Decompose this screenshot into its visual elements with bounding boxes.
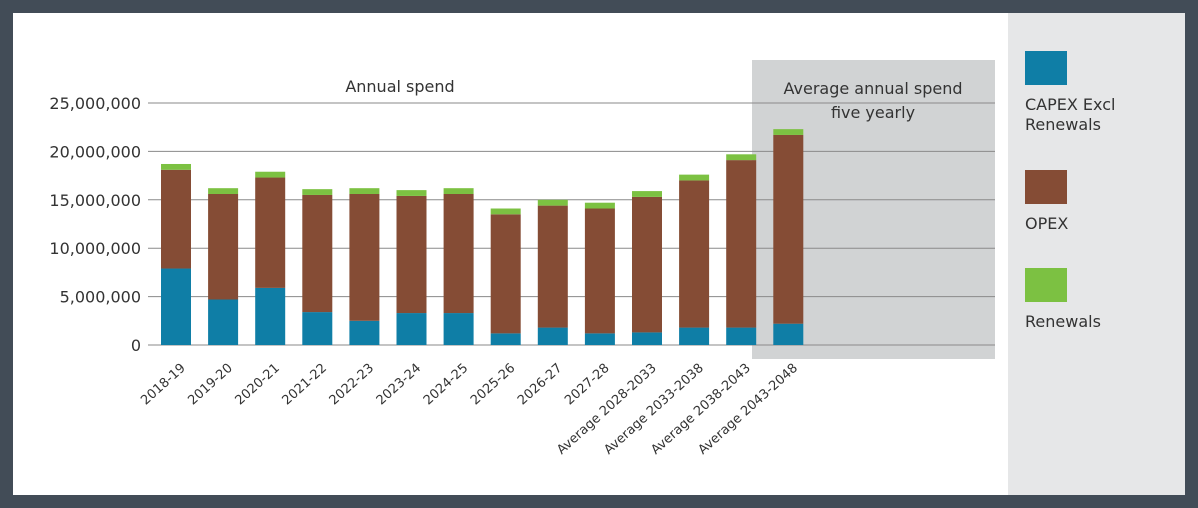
bar-segment-renewals <box>302 189 333 195</box>
bar-segment-capex <box>396 313 427 345</box>
bar-segment-opex <box>443 193 474 314</box>
bar-segment-renewals <box>632 191 662 197</box>
legend-label-capex-line2: Renewals <box>1025 115 1101 134</box>
bar-segment-opex <box>679 180 710 328</box>
x-tick-label: 2022-23 <box>327 361 377 408</box>
x-tick-label: 2023-24 <box>374 361 424 408</box>
x-tick-label: 2025-26 <box>468 361 518 408</box>
y-tick-label: 0 <box>131 336 141 355</box>
x-tick-label: 2026-27 <box>515 361 565 408</box>
bar-segment-renewals <box>349 188 380 194</box>
bar-segment-capex <box>537 327 568 345</box>
stacked-bar-chart: 0 5,000,000 10,000,000 15,000,000 20,000,000… <box>49 60 995 458</box>
bar-segment-opex <box>396 195 427 314</box>
bar-segment-opex <box>255 177 286 288</box>
legend-label-opex-text: OPEX <box>1025 214 1069 233</box>
bar-segment-renewals <box>443 188 474 194</box>
bar-segment-capex <box>726 327 757 345</box>
chart-frame: 0 5,000,000 10,000,000 15,000,000 20,000,000… <box>13 13 1185 495</box>
legend-swatch-opex <box>1025 170 1067 204</box>
bar-segment-opex <box>490 214 521 334</box>
average-spend-annotation-line1: Average annual spend <box>784 79 963 98</box>
bar-segment-capex <box>349 320 380 345</box>
y-tick-label: 20,000,000 <box>49 142 141 161</box>
bar-segment-capex <box>679 327 710 345</box>
x-tick-label: 2021-22 <box>280 361 330 408</box>
bar-segment-opex <box>208 193 239 300</box>
average-spend-annotation-line2: five yearly <box>831 103 915 122</box>
legend-label-opex: OPEX <box>1025 214 1175 234</box>
bar-segment-renewals <box>208 188 239 194</box>
legend-swatch-capex <box>1025 51 1067 85</box>
x-tick-label: 2019-20 <box>185 361 235 408</box>
bar-segment-opex <box>584 208 615 334</box>
bar-segment-capex <box>632 332 662 345</box>
legend-item-opex: OPEX <box>1025 170 1175 234</box>
bar-segment-opex <box>773 134 804 324</box>
legend-label-capex: CAPEX Excl Renewals <box>1025 95 1175 135</box>
bar-segment-capex <box>584 333 615 345</box>
y-tick-label: 25,000,000 <box>49 94 141 113</box>
bar-segment-capex <box>443 313 474 345</box>
legend-item-renewals: Renewals <box>1025 268 1175 332</box>
bar-segment-opex <box>726 160 757 328</box>
bar-segment-capex <box>302 312 333 345</box>
x-tick-label: 2018-19 <box>138 361 188 408</box>
bar-segment-opex <box>302 194 333 313</box>
legend-label-renewals-text: Renewals <box>1025 312 1101 331</box>
annual-spend-annotation: Annual spend <box>345 77 454 96</box>
bar-segment-opex <box>537 205 568 328</box>
bar-segment-renewals <box>773 129 804 135</box>
bar-segment-renewals <box>584 202 615 209</box>
legend-label-capex-line1: CAPEX Excl <box>1025 95 1116 114</box>
bar-segment-renewals <box>726 154 757 161</box>
y-tick-label: 5,000,000 <box>60 288 141 307</box>
x-tick-label: 2024-25 <box>421 361 471 408</box>
bar-segment-renewals <box>490 208 521 215</box>
bar-segment-renewals <box>161 163 191 170</box>
x-tick-label: 2020-21 <box>232 361 282 408</box>
bar-segment-capex <box>490 333 521 345</box>
bar-segment-opex <box>161 169 191 269</box>
bar-segment-renewals <box>537 199 568 206</box>
legend-label-renewals: Renewals <box>1025 312 1175 332</box>
bar-segment-renewals <box>396 190 427 196</box>
legend-panel: CAPEX Excl Renewals OPEX Renewals <box>1008 13 1185 495</box>
bar-segment-capex <box>773 323 804 345</box>
bar-segment-renewals <box>255 171 286 178</box>
bar-segment-capex <box>255 287 286 345</box>
y-tick-label: 15,000,000 <box>49 191 141 210</box>
legend-item-capex: CAPEX Excl Renewals <box>1025 51 1175 135</box>
y-tick-label: 10,000,000 <box>49 239 141 258</box>
bar-segment-renewals <box>679 174 710 181</box>
bar-segment-opex <box>349 193 380 321</box>
legend-swatch-renewals <box>1025 268 1067 302</box>
bar-segment-capex <box>208 299 239 345</box>
bar-segment-capex <box>161 268 191 345</box>
bar-segment-opex <box>632 196 662 333</box>
